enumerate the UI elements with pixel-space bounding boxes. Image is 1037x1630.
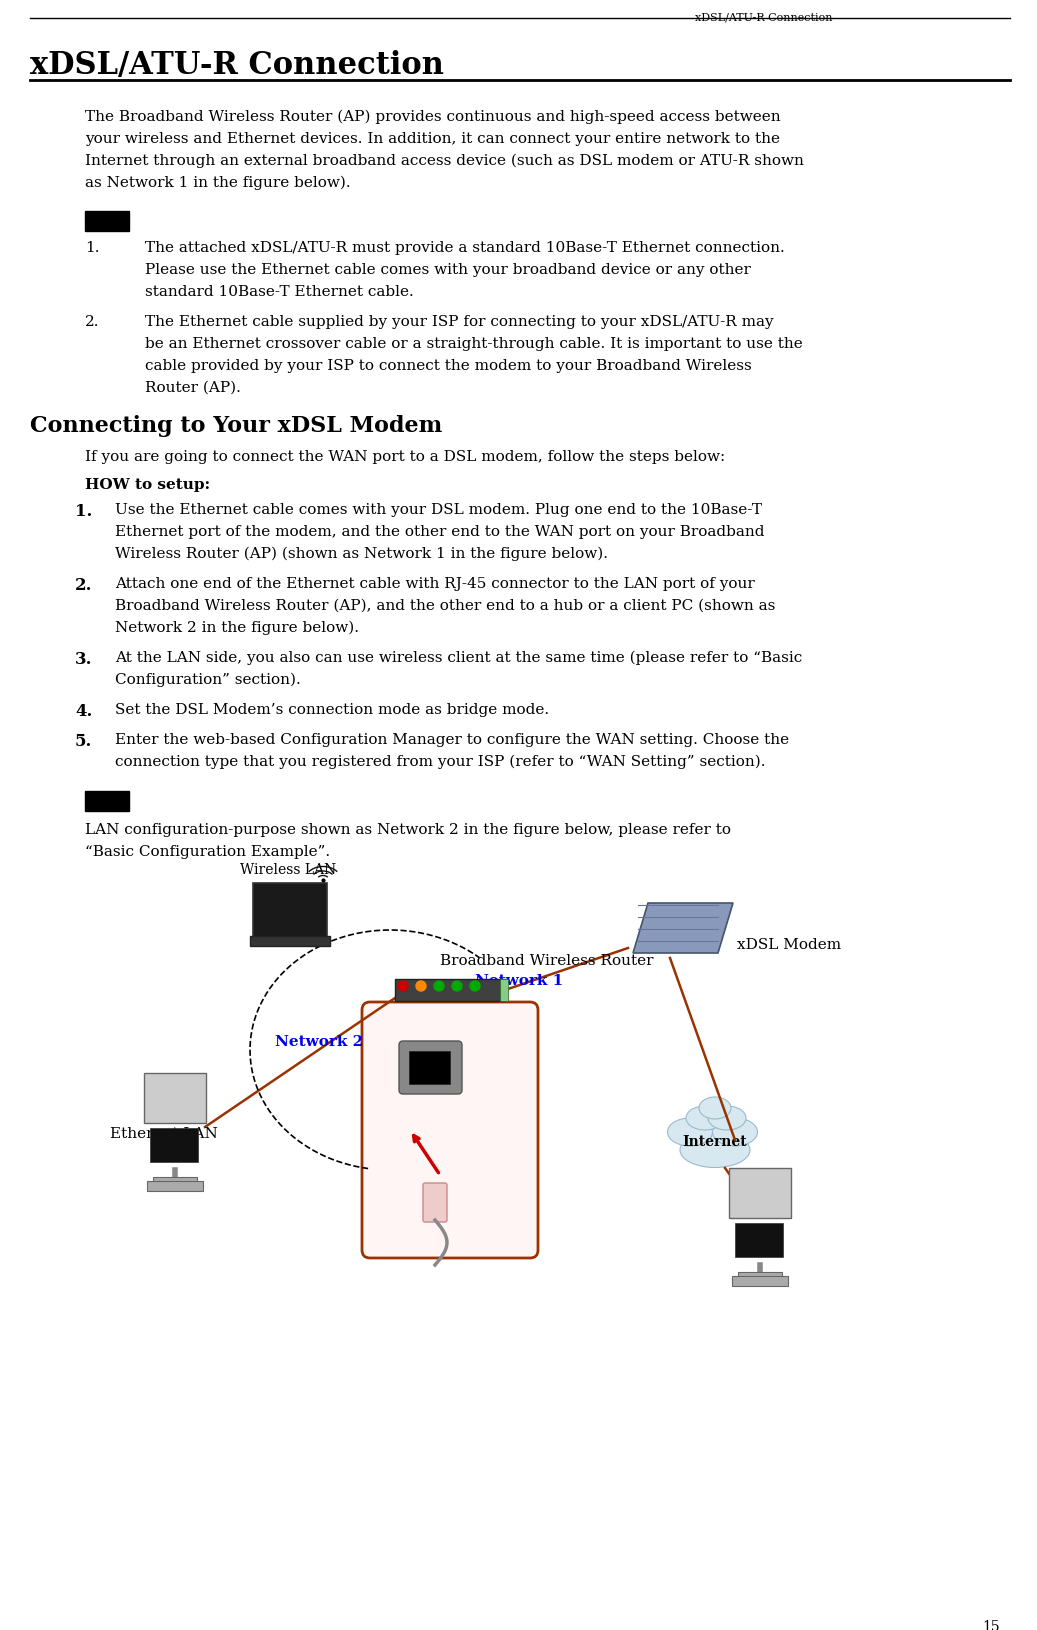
Ellipse shape [668, 1118, 712, 1146]
Circle shape [416, 981, 426, 991]
Text: The attached xDSL/ATU-R must provide a standard 10Base-T Ethernet connection.: The attached xDSL/ATU-R must provide a s… [145, 241, 785, 254]
Text: Attach one end of the Ethernet cable with RJ-45 connector to the LAN port of you: Attach one end of the Ethernet cable wit… [115, 577, 755, 592]
Text: 5.: 5. [75, 734, 92, 750]
Text: Note: Note [88, 795, 121, 808]
Text: Ethernet LAN: Ethernet LAN [110, 1126, 218, 1141]
Text: Configuration” section).: Configuration” section). [115, 673, 301, 688]
Text: your wireless and Ethernet devices. In addition, it can connect your entire netw: your wireless and Ethernet devices. In a… [85, 132, 780, 147]
Text: Use the Ethernet cable comes with your DSL modem. Plug one end to the 10Base-T: Use the Ethernet cable comes with your D… [115, 504, 762, 517]
Text: Please use the Ethernet cable comes with your broadband device or any other: Please use the Ethernet cable comes with… [145, 262, 751, 277]
Text: Network 1: Network 1 [475, 975, 563, 988]
Circle shape [470, 981, 480, 991]
Text: The Broadband Wireless Router (AP) provides continuous and high-speed access bet: The Broadband Wireless Router (AP) provi… [85, 109, 781, 124]
FancyBboxPatch shape [85, 791, 129, 812]
Text: LAN configuration-purpose shown as Network 2 in the figure below, please refer t: LAN configuration-purpose shown as Netwo… [85, 823, 731, 836]
Text: The Ethernet cable supplied by your ISP for connecting to your xDSL/ATU-R may: The Ethernet cable supplied by your ISP … [145, 315, 774, 329]
Ellipse shape [708, 1107, 746, 1130]
FancyBboxPatch shape [395, 980, 505, 1001]
Circle shape [398, 981, 408, 991]
Text: Note: Note [88, 215, 121, 228]
Text: Internet: Internet [682, 1134, 748, 1149]
Text: If you are going to connect the WAN port to a DSL modem, follow the steps below:: If you are going to connect the WAN port… [85, 450, 725, 465]
FancyBboxPatch shape [85, 210, 129, 231]
Text: Broadband Wireless Router (AP), and the other end to a hub or a client PC (shown: Broadband Wireless Router (AP), and the … [115, 598, 776, 613]
Text: Set the DSL Modem’s connection mode as bridge mode.: Set the DSL Modem’s connection mode as b… [115, 703, 550, 717]
Text: be an Ethernet crossover cable or a straight-through cable. It is important to u: be an Ethernet crossover cable or a stra… [145, 337, 803, 350]
FancyBboxPatch shape [362, 1002, 538, 1258]
FancyBboxPatch shape [500, 980, 508, 1001]
Text: as Network 1 in the figure below).: as Network 1 in the figure below). [85, 176, 351, 191]
FancyBboxPatch shape [147, 1182, 203, 1192]
Text: xDSL Modem: xDSL Modem [737, 937, 841, 952]
Text: standard 10Base-T Ethernet cable.: standard 10Base-T Ethernet cable. [145, 285, 414, 298]
Ellipse shape [686, 1107, 724, 1130]
FancyBboxPatch shape [732, 1276, 788, 1286]
FancyBboxPatch shape [738, 1271, 782, 1280]
Ellipse shape [712, 1118, 757, 1146]
FancyBboxPatch shape [409, 1051, 450, 1084]
Text: Network 2: Network 2 [275, 1035, 363, 1050]
Text: Connecting to Your xDSL Modem: Connecting to Your xDSL Modem [30, 416, 442, 437]
FancyBboxPatch shape [144, 1073, 206, 1123]
Text: At the LAN side, you also can use wireless client at the same time (please refer: At the LAN side, you also can use wirele… [115, 650, 803, 665]
Text: 2.: 2. [75, 577, 92, 593]
FancyBboxPatch shape [729, 1169, 791, 1218]
Text: 1.: 1. [75, 504, 92, 520]
Text: Broadband Wireless Router: Broadband Wireless Router [440, 954, 653, 968]
Text: xDSL/ATU-R Connection: xDSL/ATU-R Connection [695, 11, 833, 21]
Text: Router (AP).: Router (AP). [145, 381, 241, 394]
Ellipse shape [680, 1133, 750, 1167]
Text: connection type that you registered from your ISP (refer to “WAN Setting” sectio: connection type that you registered from… [115, 755, 765, 769]
Text: Enter the web-based Configuration Manager to configure the WAN setting. Choose t: Enter the web-based Configuration Manage… [115, 734, 789, 747]
Ellipse shape [699, 1097, 731, 1120]
Circle shape [452, 981, 463, 991]
FancyBboxPatch shape [253, 883, 327, 942]
Text: xDSL/ATU-R Connection: xDSL/ATU-R Connection [30, 51, 444, 82]
Text: Wireless LAN: Wireless LAN [240, 862, 336, 877]
Text: cable provided by your ISP to connect the modem to your Broadband Wireless: cable provided by your ISP to connect th… [145, 359, 752, 373]
Text: “Basic Configuration Example”.: “Basic Configuration Example”. [85, 844, 330, 859]
Text: Network 2 in the figure below).: Network 2 in the figure below). [115, 621, 359, 636]
Circle shape [435, 981, 444, 991]
FancyBboxPatch shape [735, 1222, 783, 1257]
FancyBboxPatch shape [153, 1177, 197, 1183]
Polygon shape [633, 903, 733, 954]
Text: 4.: 4. [75, 703, 92, 720]
Text: 3.: 3. [75, 650, 92, 668]
Text: HOW to setup:: HOW to setup: [85, 478, 211, 492]
Text: 2.: 2. [85, 315, 100, 329]
Text: 1.: 1. [85, 241, 100, 254]
Text: Internet through an external broadband access device (such as DSL modem or ATU-R: Internet through an external broadband a… [85, 153, 804, 168]
FancyBboxPatch shape [250, 936, 330, 945]
FancyBboxPatch shape [399, 1042, 463, 1094]
Text: 15: 15 [982, 1620, 1000, 1630]
Text: Wireless Router (AP) (shown as Network 1 in the figure below).: Wireless Router (AP) (shown as Network 1… [115, 548, 608, 561]
FancyBboxPatch shape [150, 1128, 198, 1162]
FancyBboxPatch shape [423, 1183, 447, 1222]
Text: Ethernet port of the modem, and the other end to the WAN port on your Broadband: Ethernet port of the modem, and the othe… [115, 525, 764, 540]
